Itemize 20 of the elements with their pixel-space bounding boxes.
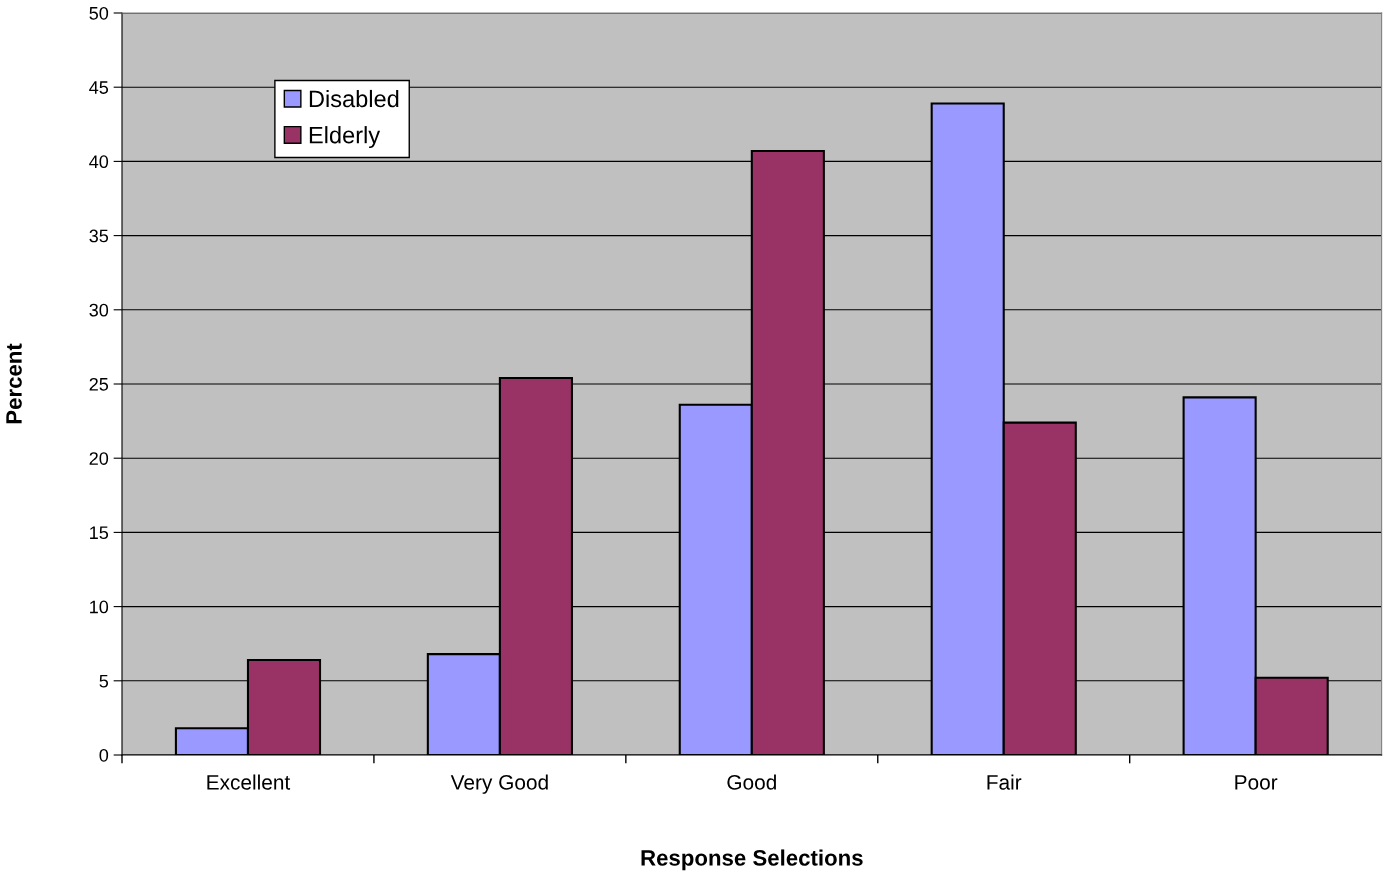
y-tick-label: 0 [99, 748, 109, 762]
y-tick-label: 15 [90, 526, 109, 540]
x-tick-label: Poor [1235, 775, 1278, 790]
y-tick-label: 50 [89, 6, 109, 20]
x-axis-title: Response Selections [641, 849, 863, 871]
y-tick-label: 30 [89, 303, 109, 317]
y-tick-label: 10 [90, 600, 109, 614]
y-tick-label: 20 [89, 452, 109, 465]
x-tick-label: Fair [987, 774, 1022, 790]
legend-label: Disabled [309, 89, 399, 108]
y-tick-label: 5 [99, 674, 109, 688]
x-tick-label: Good [727, 774, 776, 790]
x-tick-label: Very Good [450, 774, 548, 794]
y-tick-label: 45 [89, 81, 109, 94]
y-axis-title: Percent [6, 343, 22, 424]
x-tick-label: Excellent [207, 774, 291, 790]
y-tick-label: 40 [89, 155, 109, 169]
legend-label: Elderly [309, 126, 381, 149]
y-tick-label: 35 [89, 229, 109, 243]
y-tick-label: 25 [89, 377, 109, 391]
